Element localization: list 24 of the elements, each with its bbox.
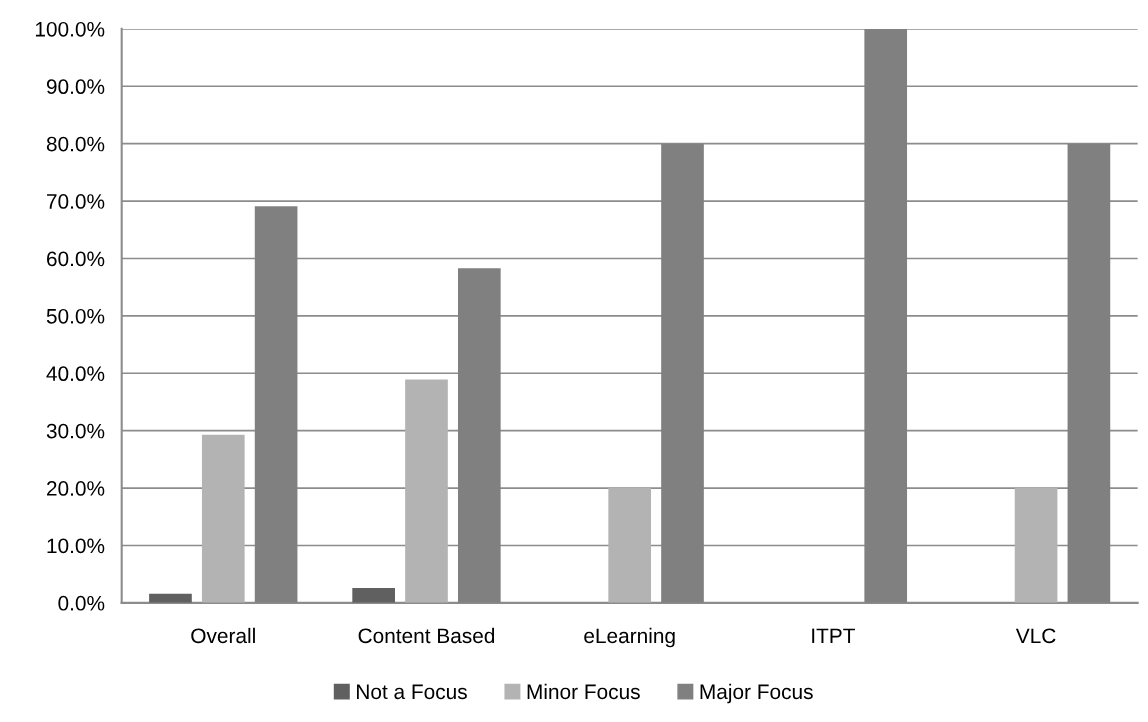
y-tick-label: 100.0% [35, 21, 105, 37]
y-tick-label: 10.0% [47, 538, 105, 554]
y-tick-label: 70.0% [47, 194, 105, 209]
y-tick-label: 60.0% [47, 251, 105, 267]
bar [608, 488, 652, 603]
y-tick-label: 0.0% [58, 595, 105, 611]
y-tick-label: 50.0% [46, 308, 105, 324]
x-tick-label: Content Based [358, 627, 495, 644]
y-tick-label: 90.0% [46, 79, 105, 95]
bar [352, 587, 395, 603]
x-tick-label: eLearning [584, 627, 675, 648]
x-tick-label: VLC [1015, 628, 1056, 644]
legend-label: Minor Focus [527, 683, 640, 700]
legend-label: Not a Focus [357, 684, 467, 700]
y-tick-label: 20.0% [47, 481, 105, 496]
bar [405, 379, 448, 603]
bar [1014, 488, 1058, 603]
y-tick-label: 30.0% [46, 423, 105, 439]
y-tick-label: 80.0% [46, 136, 105, 152]
x-tick-label: ITPT [812, 628, 855, 643]
x-tick-label: Overall [191, 627, 255, 644]
bar [201, 434, 245, 603]
legend-label: Major Focus [700, 683, 813, 704]
y-tick-label: 40.0% [46, 366, 105, 382]
